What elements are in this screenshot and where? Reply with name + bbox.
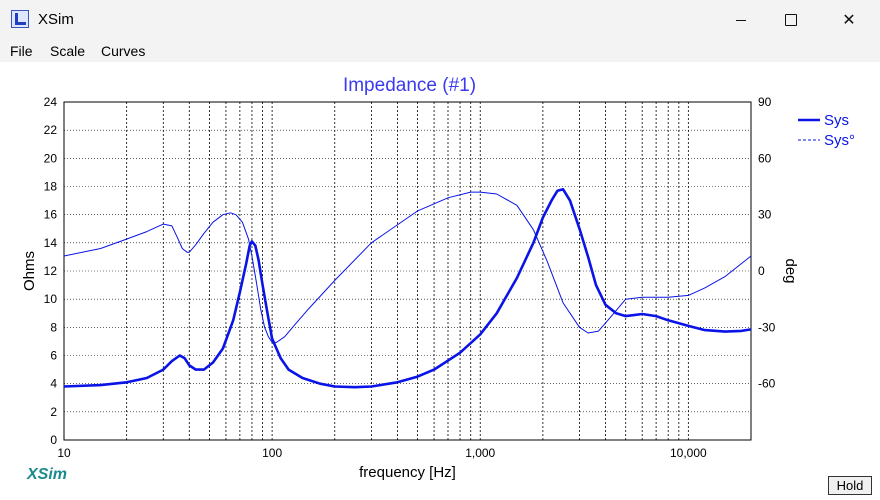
y2-tick-label: -60 [758, 377, 776, 391]
menu-bar: File Scale Curves [0, 40, 880, 62]
plot-frame [63, 101, 752, 441]
hold-button[interactable]: Hold [828, 476, 872, 495]
x-tick-label: 10,000 [670, 446, 707, 460]
y-tick-label: 16 [44, 208, 58, 222]
y-tick-label: 4 [50, 377, 57, 391]
x-tick-label: 1,000 [465, 446, 495, 460]
plot-area: 0 2 4 6 8 10 12 14 16 18 20 22 24 -60 -30 0 30 60 90 10 100 1… [0, 62, 880, 500]
y2-tick-label: -30 [758, 320, 776, 334]
y-tick-label: 22 [44, 123, 58, 137]
y-tick-label: 20 [44, 151, 58, 165]
y-tick-label: 12 [44, 264, 58, 278]
y2-tick-label: 90 [758, 95, 772, 109]
y-tick-label: 6 [50, 349, 57, 363]
window-title: XSim [38, 11, 74, 28]
series-line-1 [63, 191, 752, 343]
brand-logo: XSim [27, 466, 68, 483]
y-axis-label: Ohms [21, 251, 38, 291]
series-line-0 [63, 188, 752, 389]
y-tick-label: 14 [44, 236, 58, 250]
menu-curves[interactable]: Curves [101, 43, 146, 59]
legend-label-1: Sys° [824, 132, 855, 149]
y-tick-label: 24 [44, 95, 58, 109]
minimize-button[interactable] [716, 0, 766, 40]
chart-title: Impedance (#1) [343, 75, 476, 96]
xsim-app-icon [11, 10, 29, 28]
x-tick-label: 100 [262, 446, 282, 460]
legend-label-0: Sys [824, 112, 849, 129]
x-tick-label: 10 [57, 446, 71, 460]
minimize-icon [736, 19, 746, 21]
maximize-button[interactable] [766, 0, 816, 40]
y2-tick-label: 30 [758, 208, 772, 222]
y-tick-label: 2 [50, 405, 57, 419]
title-bar: XSim ✕ [0, 0, 880, 40]
x-axis-label: frequency [Hz] [359, 464, 456, 481]
y2-axis-label: deg [782, 258, 799, 283]
y-tick-label: 0 [50, 433, 57, 447]
y-tick-label: 8 [50, 320, 57, 334]
y-tick-label: 10 [44, 292, 58, 306]
close-button[interactable]: ✕ [824, 0, 874, 40]
y-tick-label: 18 [44, 180, 58, 194]
menu-scale[interactable]: Scale [50, 43, 86, 59]
maximize-icon [785, 14, 797, 26]
y2-tick-label: 60 [758, 151, 772, 165]
menu-file[interactable]: File [10, 43, 33, 59]
y2-tick-label: 0 [758, 264, 765, 278]
close-icon: ✕ [842, 12, 856, 29]
